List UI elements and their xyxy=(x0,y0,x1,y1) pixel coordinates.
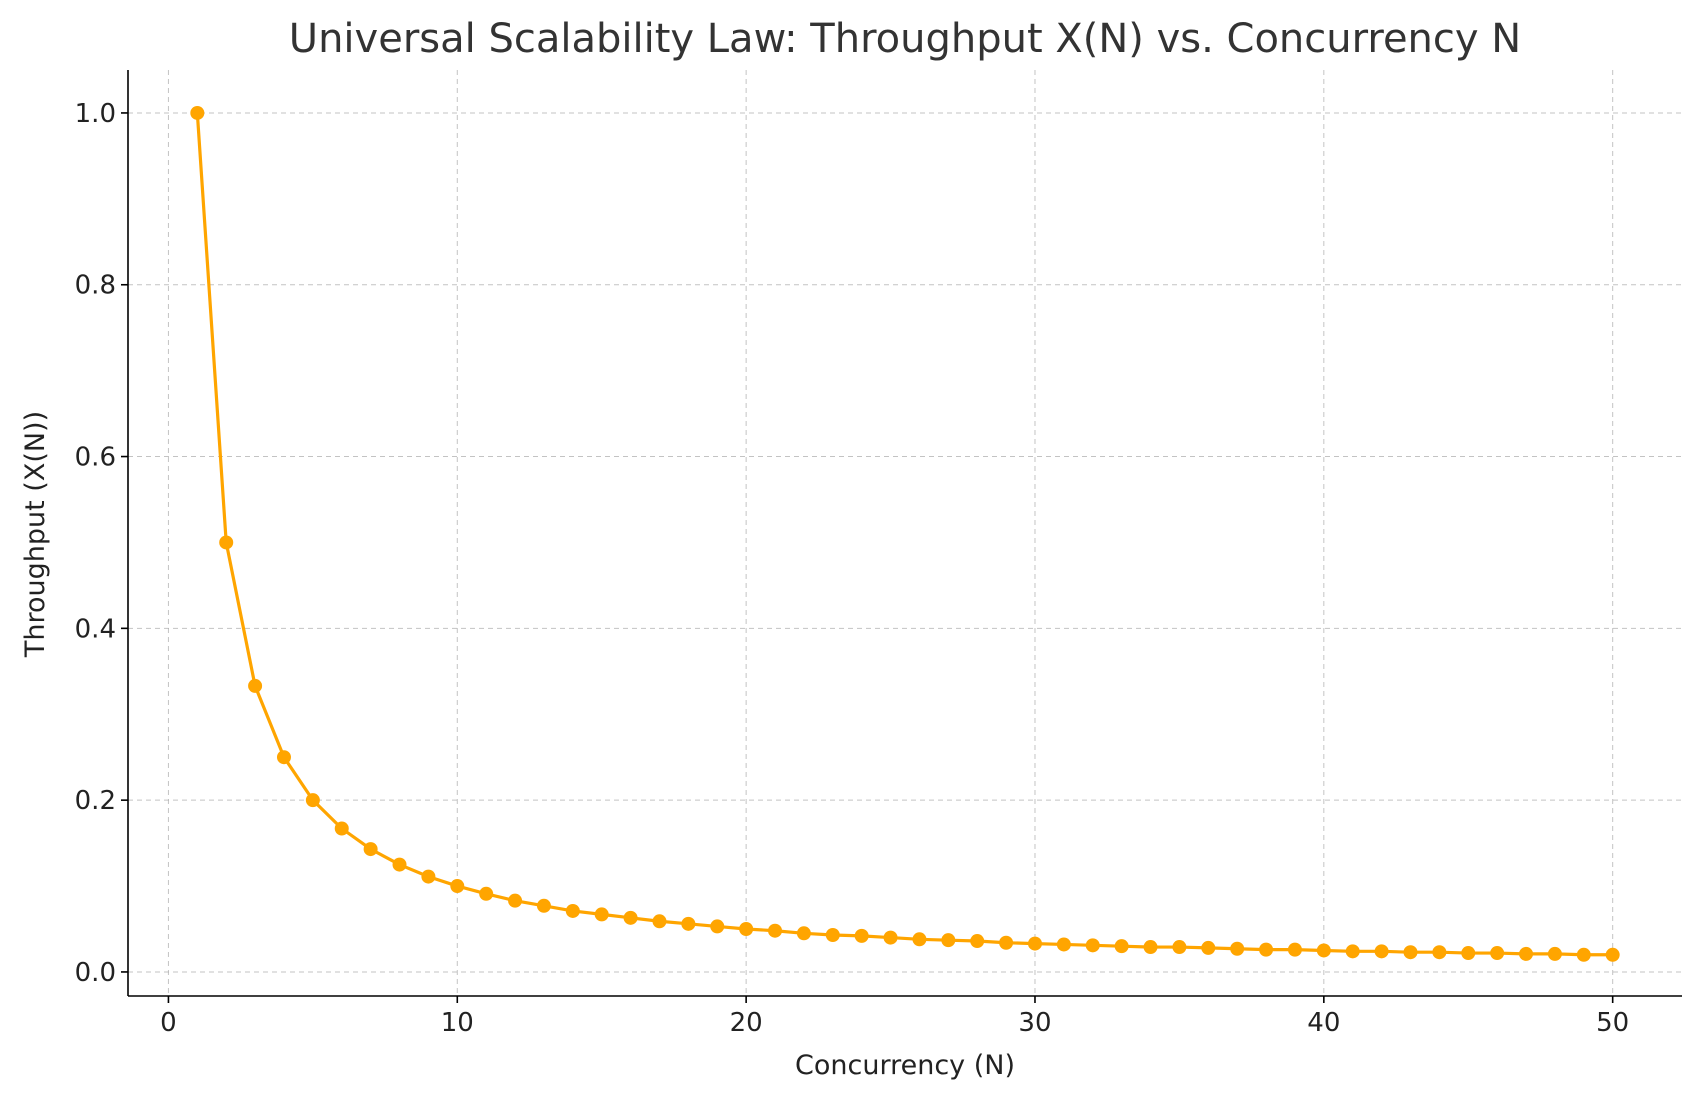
y-tick-label-4: 0.8 xyxy=(75,271,116,301)
data-point-0-2 xyxy=(248,678,263,693)
y-axis-ticks: 0.0 0.2 0.4 0.6 0.8 1.0 xyxy=(75,99,128,988)
data-point-0-25 xyxy=(912,932,927,947)
data-point-0-9 xyxy=(450,879,465,894)
data-point-0-38 xyxy=(1287,942,1302,957)
data-point-0-49 xyxy=(1605,947,1620,962)
data-point-0-13 xyxy=(565,903,580,918)
data-point-0-5 xyxy=(334,821,349,836)
data-point-0-32 xyxy=(1114,939,1129,954)
axes xyxy=(127,70,1682,997)
data-point-0-15 xyxy=(623,910,638,925)
data-point-0-26 xyxy=(941,933,956,948)
x-tick-label-0: 0 xyxy=(160,1008,177,1038)
data-point-0-28 xyxy=(999,935,1014,950)
data-point-0-39 xyxy=(1316,943,1331,958)
y-axis-title: Throughput (X(N)) xyxy=(20,411,51,658)
x-tick-label-4: 40 xyxy=(1307,1008,1340,1038)
x-axis-title: Concurrency (N) xyxy=(795,1050,1015,1081)
data-point-0-29 xyxy=(1027,936,1042,951)
y-tick-label-0: 0.0 xyxy=(75,958,116,988)
data-point-0-11 xyxy=(508,893,523,908)
grid xyxy=(128,70,1682,996)
data-point-0-43 xyxy=(1432,945,1447,960)
y-tick-label-1: 0.2 xyxy=(75,786,116,816)
data-point-0-42 xyxy=(1403,945,1418,960)
series-line-0 xyxy=(195,111,1615,957)
data-point-0-47 xyxy=(1547,946,1562,961)
data-point-0-33 xyxy=(1143,940,1158,955)
data-point-0-22 xyxy=(825,928,840,943)
data-point-0-31 xyxy=(1085,938,1100,953)
data-point-0-17 xyxy=(681,916,696,931)
data-point-0-30 xyxy=(1056,937,1071,952)
series-group xyxy=(190,105,1620,962)
data-point-0-16 xyxy=(652,914,667,929)
data-point-0-21 xyxy=(796,926,811,941)
data-point-0-20 xyxy=(768,923,783,938)
data-point-0-19 xyxy=(739,921,754,936)
data-point-0-10 xyxy=(479,886,494,901)
y-tick-label-5: 1.0 xyxy=(75,99,116,129)
data-point-0-12 xyxy=(536,898,551,913)
x-tick-label-2: 20 xyxy=(730,1008,763,1038)
y-tick-label-2: 0.4 xyxy=(75,614,116,644)
data-point-0-8 xyxy=(421,869,436,884)
x-axis-ticks: 0 10 20 30 40 50 xyxy=(160,996,1629,1038)
data-point-0-35 xyxy=(1201,940,1216,955)
data-point-0-48 xyxy=(1576,947,1591,962)
data-point-0-40 xyxy=(1345,944,1360,959)
data-point-0-24 xyxy=(883,930,898,945)
data-point-0-46 xyxy=(1519,946,1534,961)
x-tick-label-5: 50 xyxy=(1596,1008,1629,1038)
data-point-0-1 xyxy=(219,535,234,550)
data-point-0-23 xyxy=(854,928,869,943)
y-tick-label-3: 0.6 xyxy=(75,443,116,473)
x-tick-label-1: 10 xyxy=(441,1008,474,1038)
data-point-0-14 xyxy=(594,907,609,922)
data-point-0-44 xyxy=(1461,946,1476,961)
data-point-0-7 xyxy=(392,857,407,872)
data-point-0-36 xyxy=(1230,941,1245,956)
data-point-0-0 xyxy=(190,105,205,120)
data-point-0-37 xyxy=(1259,942,1274,957)
chart-title: Universal Scalability Law: Throughput X(… xyxy=(289,16,1521,62)
data-point-0-34 xyxy=(1172,940,1187,955)
data-point-0-27 xyxy=(970,934,985,949)
data-point-0-4 xyxy=(305,793,320,808)
data-point-0-6 xyxy=(363,842,378,857)
data-point-0-41 xyxy=(1374,944,1389,959)
data-point-0-3 xyxy=(276,750,291,765)
x-tick-label-3: 30 xyxy=(1018,1008,1051,1038)
data-point-0-45 xyxy=(1490,946,1505,961)
data-point-0-18 xyxy=(710,919,725,934)
